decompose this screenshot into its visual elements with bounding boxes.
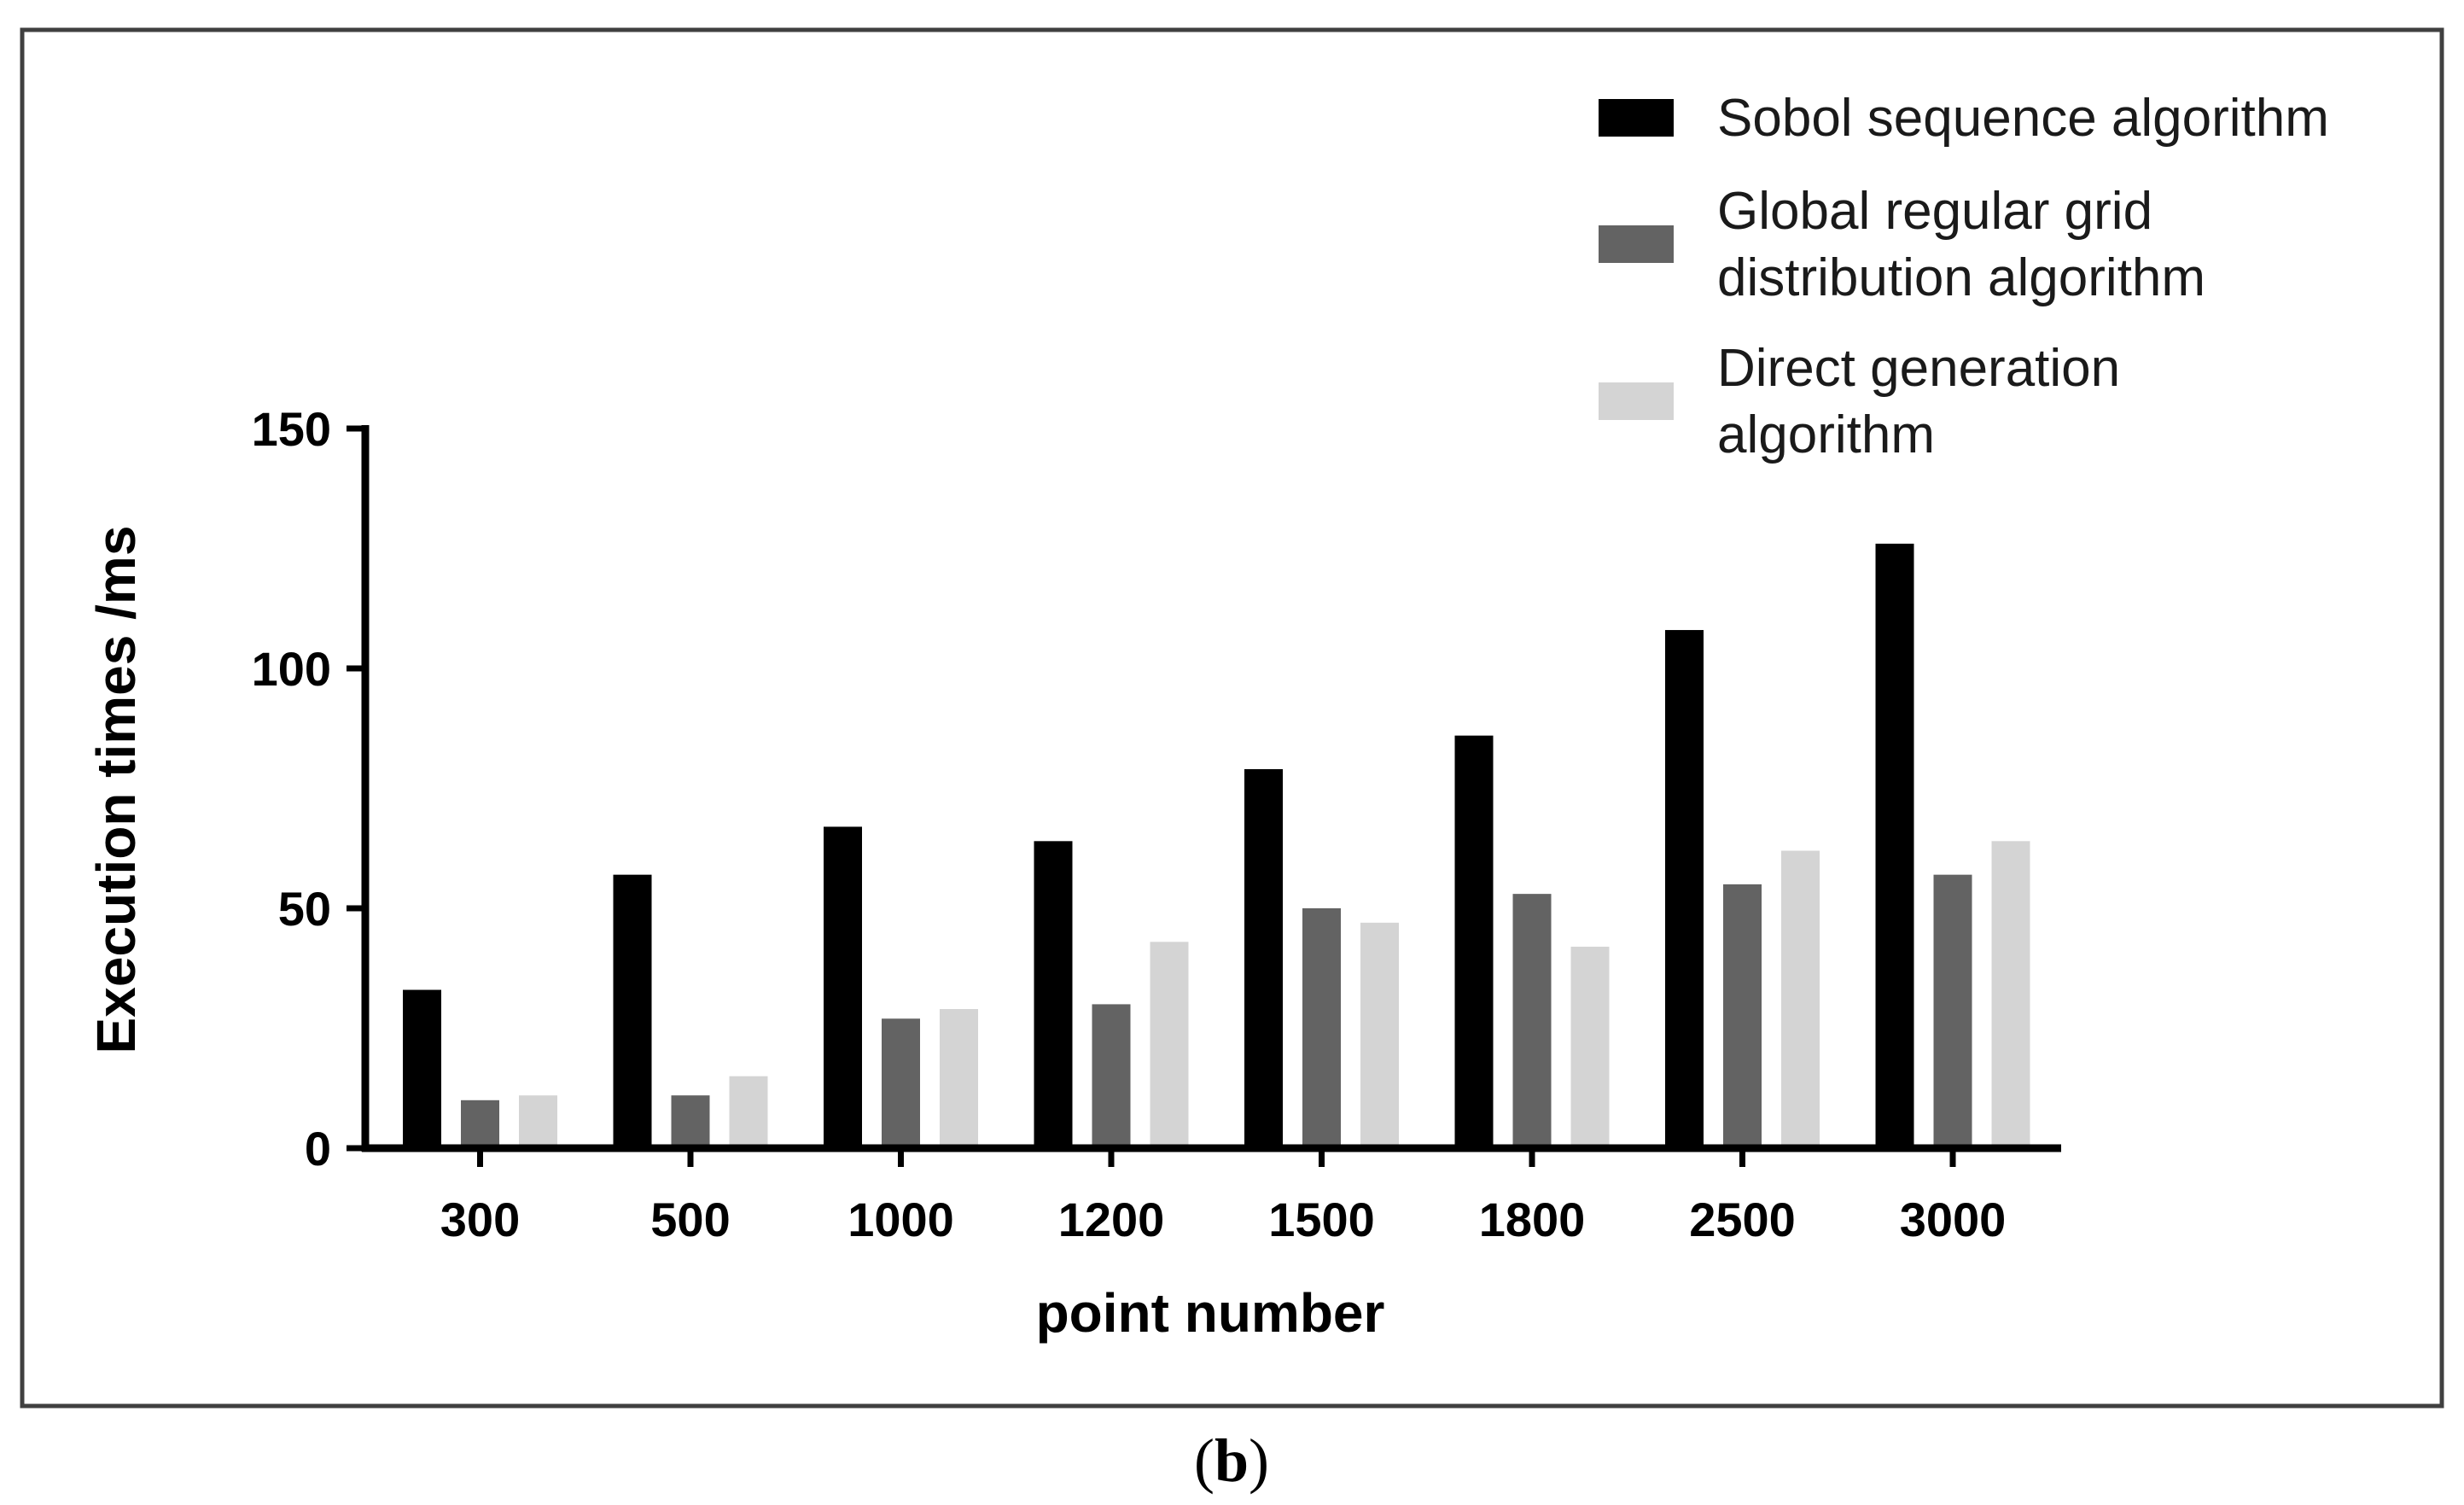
legend-swatch-1 bbox=[1599, 99, 1674, 137]
legend-swatch-3 bbox=[1599, 382, 1674, 420]
bar-1000-series-3 bbox=[940, 1009, 978, 1148]
bar-300-series-3 bbox=[519, 1095, 557, 1148]
bar-2500-series-2 bbox=[1723, 884, 1762, 1148]
bar-1800-series-1 bbox=[1454, 735, 1494, 1148]
bar-1200-series-3 bbox=[1150, 942, 1189, 1148]
bar-1000-series-2 bbox=[882, 1018, 920, 1148]
legend: Sobol sequence algorithm Global regular g… bbox=[1599, 89, 2329, 464]
y-axis-title: Execution times /ms bbox=[85, 526, 147, 1054]
bar-2500-series-3 bbox=[1781, 850, 1820, 1148]
bar-300-series-2 bbox=[461, 1100, 499, 1148]
bar-2500-series-1 bbox=[1665, 630, 1704, 1148]
y-tick-label: 0 bbox=[305, 1122, 331, 1175]
x-tick-label: 1000 bbox=[848, 1193, 954, 1246]
axes-group: 300 500 1000 1200 1500 1800 2500 3000 0 50 100 150 bbox=[252, 402, 2061, 1246]
bar-1500-series-2 bbox=[1302, 908, 1341, 1148]
y-tick-label: 50 bbox=[278, 882, 331, 936]
bar-500-series-3 bbox=[729, 1076, 768, 1148]
legend-label-3: algorithm bbox=[1717, 405, 1935, 464]
bar-1500-series-1 bbox=[1244, 769, 1283, 1148]
bars-group bbox=[403, 543, 2030, 1148]
bar-1000-series-1 bbox=[824, 826, 862, 1148]
bar-3000-series-2 bbox=[1933, 874, 1972, 1148]
legend-label-3: Direct generation bbox=[1717, 339, 2120, 398]
bar-1200-series-2 bbox=[1092, 1004, 1131, 1148]
x-tick-label: 500 bbox=[650, 1193, 730, 1246]
legend-label-2: distribution algorithm bbox=[1717, 248, 2205, 307]
bar-1200-series-1 bbox=[1034, 841, 1073, 1148]
bar-3000-series-3 bbox=[1991, 841, 2030, 1148]
legend-label-1: Sobol sequence algorithm bbox=[1717, 89, 2329, 148]
y-tick-label: 100 bbox=[252, 642, 331, 696]
bar-1800-series-2 bbox=[1512, 894, 1552, 1148]
panel-label: (b) bbox=[1194, 1426, 1269, 1495]
bar-500-series-1 bbox=[613, 874, 652, 1148]
bar-3000-series-1 bbox=[1875, 543, 1914, 1148]
figure-frame bbox=[20, 27, 2444, 1409]
bar-500-series-2 bbox=[671, 1095, 710, 1148]
x-tick-label: 1800 bbox=[1479, 1193, 1586, 1246]
x-tick-label: 1500 bbox=[1268, 1193, 1375, 1246]
bar-300-series-1 bbox=[403, 989, 441, 1148]
x-axis-title: point number bbox=[1036, 1282, 1385, 1344]
x-tick-label: 1200 bbox=[1058, 1193, 1165, 1246]
legend-swatch-2 bbox=[1599, 225, 1674, 263]
x-tick-label: 300 bbox=[440, 1193, 520, 1246]
y-tick-label: 150 bbox=[252, 402, 331, 456]
x-tick-label: 2500 bbox=[1689, 1193, 1796, 1246]
bar-1500-series-3 bbox=[1360, 922, 1399, 1148]
x-tick-label: 3000 bbox=[1900, 1193, 2007, 1246]
bar-1800-series-3 bbox=[1570, 946, 1610, 1148]
legend-label-2: Global regular grid bbox=[1717, 182, 2152, 241]
